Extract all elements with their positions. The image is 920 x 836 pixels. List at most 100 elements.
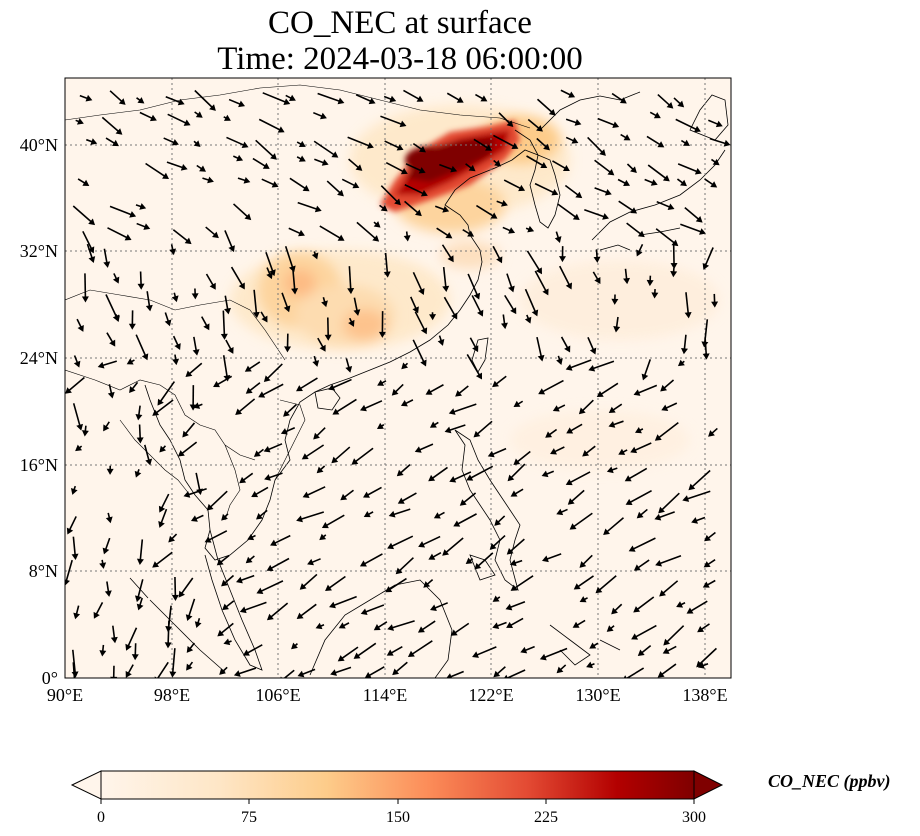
wind-arrow: [246, 644, 263, 655]
wind-arrowhead: [136, 558, 144, 565]
wind-arrow: [658, 554, 682, 565]
wind-arrowhead: [559, 256, 567, 263]
wind-arrowhead: [193, 402, 201, 409]
wind-arrowhead: [195, 111, 203, 118]
wind-arrow: [160, 508, 168, 525]
wind-arrowhead: [572, 621, 580, 628]
colorbar-extend-min: [70, 770, 102, 800]
wind-arrow: [462, 492, 477, 504]
wind-arrowhead: [487, 450, 495, 458]
wind-arrowhead: [169, 671, 177, 678]
wind-arrowhead: [596, 390, 604, 398]
wind-arrowhead: [313, 432, 320, 440]
wind-arrow: [171, 648, 176, 674]
wind-arrow: [509, 617, 524, 627]
wind-arrow: [598, 575, 617, 592]
wind-arrow: [709, 137, 727, 145]
wind-arrowhead: [637, 230, 645, 238]
wind-arrowhead: [474, 562, 482, 570]
wind-arrow: [660, 663, 677, 676]
wind-arrowhead: [328, 384, 336, 391]
wind-arrowhead: [266, 272, 273, 280]
wind-arrowhead: [631, 633, 639, 640]
wind-arrow: [469, 337, 477, 349]
wind-arrowhead: [353, 309, 361, 316]
wind-arrow: [298, 377, 318, 390]
wind-arrow: [410, 640, 433, 656]
wind-arrow: [166, 161, 185, 169]
wind-arrowhead: [524, 316, 532, 324]
wind-arrowhead: [337, 234, 345, 241]
wind-arrowhead: [414, 209, 422, 217]
wind-arrowhead: [556, 358, 563, 365]
wind-arrow: [72, 662, 76, 678]
wind-arrowhead: [134, 595, 142, 603]
wind-arrowhead: [401, 362, 409, 370]
wind-arrowhead: [623, 277, 631, 285]
wind-arrowhead: [73, 612, 81, 620]
wind-arrow: [433, 602, 448, 610]
wind-arrowhead: [296, 515, 303, 523]
wind-arrow: [452, 403, 477, 413]
map-title: CO_NEC at surface: [268, 5, 532, 41]
wind-arrowhead: [425, 388, 433, 395]
wind-arrowhead: [359, 560, 367, 567]
wind-arrowhead: [124, 234, 132, 241]
wind-arrowhead: [106, 468, 114, 475]
wind-arrowhead: [258, 391, 266, 398]
wind-arrow: [145, 162, 167, 178]
wind-arrowhead: [266, 613, 274, 621]
wind-arrowhead: [82, 179, 90, 186]
wind-arrow: [404, 184, 425, 195]
wind-arrow: [172, 229, 189, 243]
wind-arrowhead: [565, 364, 573, 371]
wind-arrowhead: [299, 583, 307, 590]
wind-arrow: [635, 596, 655, 611]
wind-arrowhead: [489, 543, 497, 550]
wind-arrowhead: [137, 97, 145, 104]
wind-arrow: [188, 362, 203, 376]
wind-arrowhead: [99, 650, 107, 657]
wind-arrow: [299, 511, 325, 521]
wind-arrowhead: [654, 513, 662, 521]
wind-arrowhead: [129, 386, 136, 394]
concentration-field: [230, 105, 720, 470]
wind-arrow: [505, 669, 526, 678]
wind-arrowhead: [518, 184, 526, 192]
lat-label: 16°N: [20, 455, 58, 475]
wind-arrowhead: [112, 276, 120, 284]
wind-arrow: [384, 140, 401, 149]
wind-arrow: [285, 403, 297, 415]
wind-arrow: [104, 537, 111, 551]
wind-arrowhead: [699, 228, 706, 235]
wind-arrow: [394, 383, 404, 394]
wind-arrowhead: [235, 408, 243, 416]
wind-arrow: [139, 111, 154, 120]
wind-arrowhead: [677, 100, 685, 108]
wind-arrowhead: [355, 164, 363, 171]
wind-arrowhead: [283, 98, 291, 105]
wind-arrow: [160, 493, 170, 510]
wind-arrowhead: [564, 345, 571, 353]
wind-arrowhead: [467, 230, 475, 237]
wind-arrowhead: [417, 626, 425, 633]
wind-arrowhead: [236, 576, 243, 584]
wind-arrowhead: [520, 646, 528, 654]
wind-arrowhead: [505, 603, 513, 611]
wind-arrowhead: [556, 666, 564, 674]
wind-arrow: [430, 466, 448, 480]
wind-arrowhead: [646, 279, 654, 287]
wind-arrowhead: [252, 311, 260, 319]
wind-arrowhead: [539, 653, 547, 661]
wind-arrow: [471, 295, 482, 314]
wind-arrowhead: [568, 91, 576, 98]
wind-arrowhead: [650, 179, 658, 186]
wind-arrow: [380, 185, 399, 203]
wind-arrowhead: [102, 547, 110, 555]
wind-arrowhead: [263, 375, 271, 383]
wind-arrow: [390, 535, 414, 548]
wind-arrowhead: [456, 96, 464, 103]
colorbar-tick: 0: [97, 809, 105, 826]
wind-arrow: [704, 247, 714, 267]
wind-arrowhead: [88, 256, 96, 263]
